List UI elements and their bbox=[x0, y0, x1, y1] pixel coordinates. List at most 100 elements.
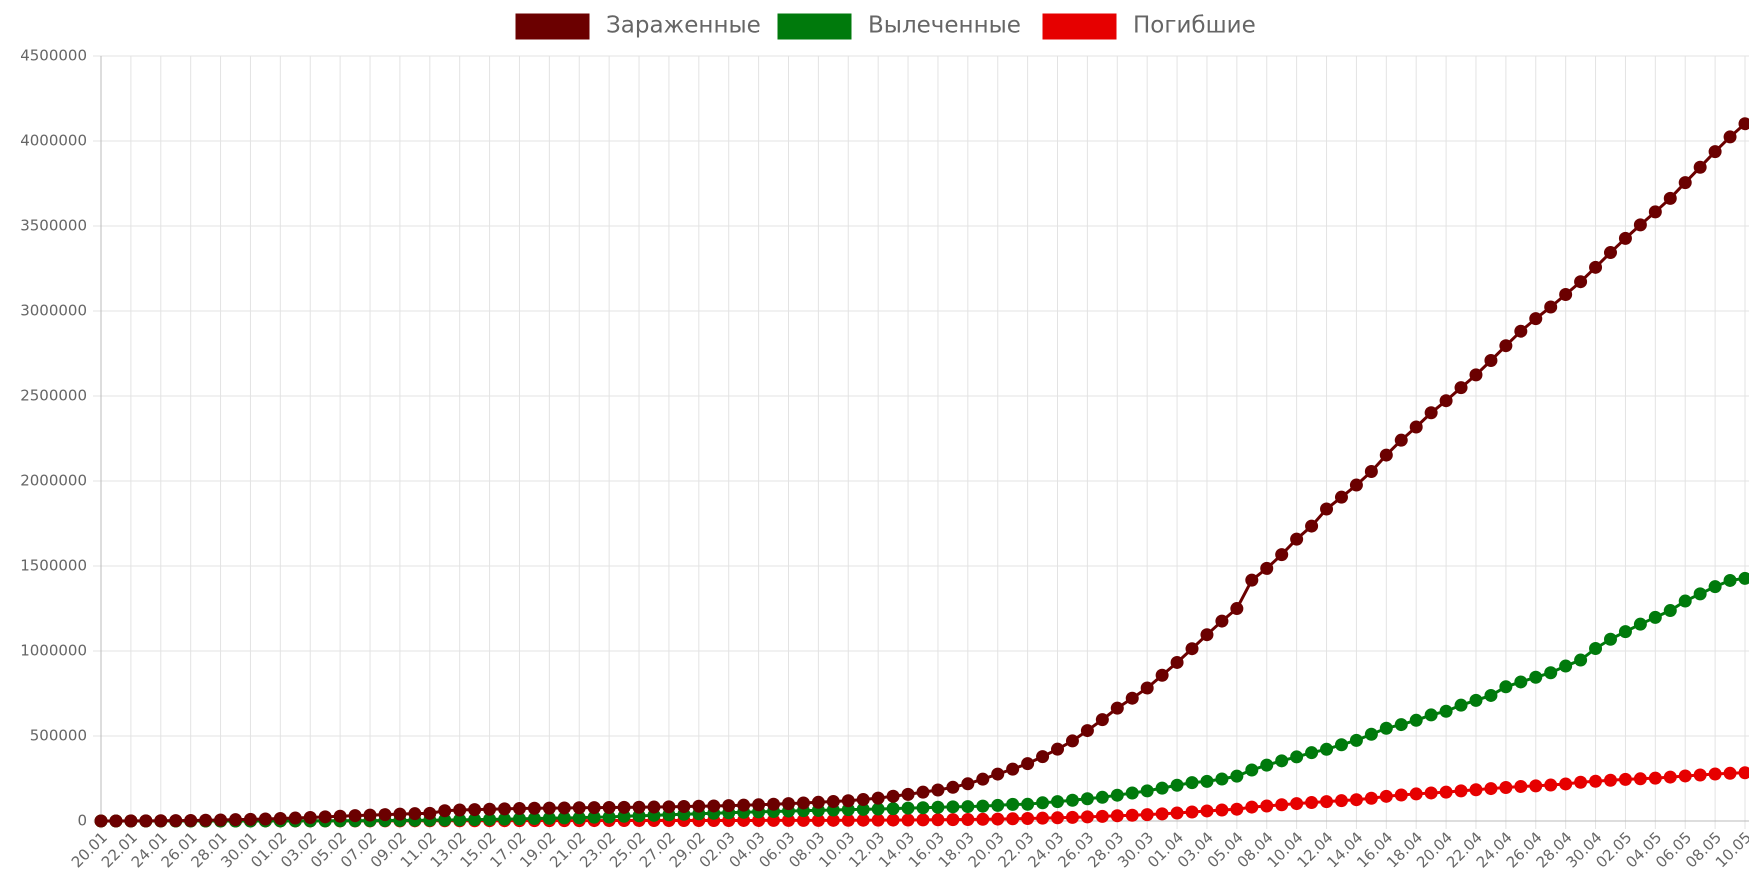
point bbox=[602, 801, 616, 815]
point bbox=[1499, 680, 1513, 694]
point bbox=[1185, 642, 1199, 656]
point bbox=[453, 813, 467, 827]
point bbox=[363, 808, 377, 822]
point bbox=[916, 813, 930, 827]
series-line bbox=[101, 122, 1746, 823]
point bbox=[199, 813, 213, 827]
point bbox=[1036, 811, 1050, 825]
point bbox=[1603, 773, 1617, 787]
y-tick-label: 500000 bbox=[30, 727, 87, 745]
point bbox=[527, 812, 541, 826]
point bbox=[1633, 218, 1647, 232]
point bbox=[1544, 778, 1558, 792]
point bbox=[946, 813, 960, 827]
point bbox=[1095, 809, 1109, 823]
point bbox=[677, 800, 691, 814]
point bbox=[1574, 653, 1588, 667]
point bbox=[1215, 772, 1229, 786]
point bbox=[1469, 693, 1483, 707]
point bbox=[1723, 766, 1737, 780]
y-tick-label: 0 bbox=[77, 812, 87, 830]
point bbox=[229, 813, 243, 827]
point bbox=[647, 800, 661, 814]
point bbox=[1305, 796, 1319, 810]
point bbox=[1230, 769, 1244, 783]
point bbox=[1334, 490, 1348, 504]
point bbox=[1574, 775, 1588, 789]
point bbox=[1693, 768, 1707, 782]
point bbox=[1200, 804, 1214, 818]
point bbox=[1065, 793, 1079, 807]
point bbox=[767, 813, 781, 827]
point bbox=[438, 804, 452, 818]
point bbox=[288, 811, 302, 825]
point bbox=[1320, 502, 1334, 516]
point bbox=[1125, 691, 1139, 705]
point bbox=[527, 801, 541, 815]
legend-swatch bbox=[514, 12, 591, 41]
point bbox=[572, 801, 586, 815]
point bbox=[1738, 766, 1749, 780]
point bbox=[1155, 781, 1169, 795]
point bbox=[1125, 786, 1139, 800]
point bbox=[1349, 733, 1363, 747]
point bbox=[109, 814, 123, 828]
point bbox=[1484, 782, 1498, 796]
y-tick-label: 1000000 bbox=[20, 642, 87, 660]
point bbox=[512, 802, 526, 816]
y-tick-label: 1500000 bbox=[20, 557, 87, 575]
point bbox=[1499, 780, 1513, 794]
point bbox=[1409, 713, 1423, 727]
point bbox=[826, 795, 840, 809]
point bbox=[1275, 754, 1289, 768]
point bbox=[781, 797, 795, 811]
point bbox=[901, 787, 915, 801]
point bbox=[886, 813, 900, 827]
point bbox=[1379, 448, 1393, 462]
point bbox=[1559, 777, 1573, 791]
point bbox=[1230, 802, 1244, 816]
point bbox=[916, 785, 930, 799]
point bbox=[1559, 287, 1573, 301]
point bbox=[1006, 797, 1020, 811]
point bbox=[408, 807, 422, 821]
point bbox=[856, 813, 870, 827]
point bbox=[184, 814, 198, 828]
point bbox=[1424, 708, 1438, 722]
point bbox=[1663, 604, 1677, 618]
legend-swatch bbox=[1041, 12, 1118, 41]
point bbox=[1394, 433, 1408, 447]
point bbox=[1454, 698, 1468, 712]
point bbox=[1454, 381, 1468, 395]
point bbox=[856, 793, 870, 807]
point bbox=[1170, 806, 1184, 820]
point bbox=[931, 783, 945, 797]
point bbox=[542, 801, 556, 815]
point bbox=[498, 812, 512, 826]
point bbox=[1021, 797, 1035, 811]
y-tick-label: 3500000 bbox=[20, 217, 87, 235]
point bbox=[1559, 659, 1573, 673]
point bbox=[1364, 727, 1378, 741]
point bbox=[1514, 780, 1528, 794]
point bbox=[483, 802, 497, 816]
point bbox=[273, 812, 287, 826]
point bbox=[1544, 300, 1558, 314]
point bbox=[856, 802, 870, 816]
point bbox=[707, 799, 721, 813]
point bbox=[1379, 789, 1393, 803]
point bbox=[886, 789, 900, 803]
point bbox=[871, 791, 885, 805]
point bbox=[1080, 810, 1094, 824]
point bbox=[1155, 668, 1169, 682]
point bbox=[961, 777, 975, 791]
point bbox=[348, 809, 362, 823]
point bbox=[1364, 791, 1378, 805]
point bbox=[243, 812, 257, 826]
point bbox=[1708, 580, 1722, 594]
point bbox=[1140, 681, 1154, 695]
point bbox=[1439, 704, 1453, 718]
point bbox=[886, 802, 900, 816]
point bbox=[811, 795, 825, 809]
series bbox=[94, 117, 1749, 828]
